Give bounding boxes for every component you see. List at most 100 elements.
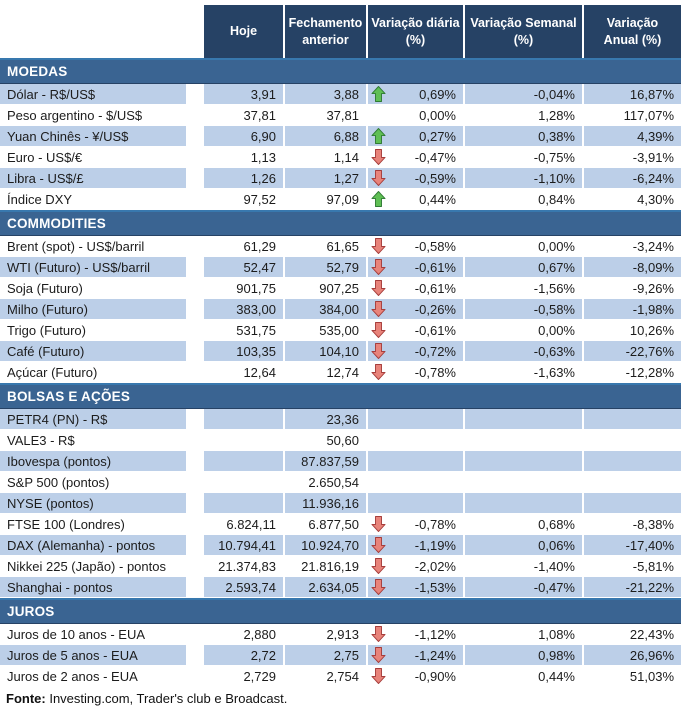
table-row-vale3-r: VALE3 - R$ 50,60 xyxy=(0,430,681,451)
cell-variacao-anual xyxy=(582,409,681,429)
row-label: Trigo (Futuro) xyxy=(0,320,186,340)
cell-fechamento-anterior: 2.634,05 xyxy=(283,577,366,597)
cell-hoje: 383,00 xyxy=(202,299,283,319)
table-row-wti-futuro-us-barril: WTI (Futuro) - US$/barril 52,47 52,79 -0,61… xyxy=(0,257,681,278)
cell-variacao-anual: -8,38% xyxy=(582,514,681,534)
down-arrow-icon xyxy=(371,557,386,576)
cell-variacao-anual: -3,24% xyxy=(582,236,681,256)
cell-variacao-diaria: 0,27% xyxy=(366,126,463,146)
row-gap-spacer xyxy=(186,278,202,298)
variacao-diaria-value: -2,02% xyxy=(414,558,456,574)
cell-variacao-semanal: -0,75% xyxy=(463,147,582,167)
cell-hoje xyxy=(202,451,283,471)
cell-variacao-anual: -22,76% xyxy=(582,341,681,361)
cell-variacao-anual: -6,24% xyxy=(582,168,681,188)
variacao-diaria-value: -0,59% xyxy=(414,170,456,186)
cell-variacao-anual: -1,98% xyxy=(582,299,681,319)
cell-variacao-semanal: 0,67% xyxy=(463,257,582,277)
row-label: S&P 500 (pontos) xyxy=(0,472,186,492)
row-gap-spacer xyxy=(186,514,202,534)
cell-variacao-diaria xyxy=(366,430,463,450)
cell-variacao-semanal: -0,63% xyxy=(463,341,582,361)
table-row-s-p-500-pontos: S&P 500 (pontos) 2.650,54 xyxy=(0,472,681,493)
cell-hoje: 2,880 xyxy=(202,624,283,644)
cell-fechamento-anterior: 87.837,59 xyxy=(283,451,366,471)
variacao-diaria-value: -0,61% xyxy=(414,259,456,275)
down-arrow-icon xyxy=(371,258,386,277)
cell-fechamento-anterior: 1,14 xyxy=(283,147,366,167)
cell-variacao-semanal: 0,38% xyxy=(463,126,582,146)
cell-variacao-semanal: -0,47% xyxy=(463,577,582,597)
down-arrow-icon xyxy=(371,646,386,665)
table-row-ibovespa-pontos: Ibovespa (pontos) 87.837,59 xyxy=(0,451,681,472)
table-row-trigo-futuro: Trigo (Futuro) 531,75 535,00 -0,61% 0,00% 10,… xyxy=(0,320,681,341)
cell-hoje: 103,35 xyxy=(202,341,283,361)
down-arrow-icon xyxy=(371,578,386,597)
row-label: Yuan Chinês - ¥/US$ xyxy=(0,126,186,146)
row-label: PETR4 (PN) - R$ xyxy=(0,409,186,429)
row-label: WTI (Futuro) - US$/barril xyxy=(0,257,186,277)
cell-variacao-semanal: 0,00% xyxy=(463,320,582,340)
cell-variacao-anual: -3,91% xyxy=(582,147,681,167)
row-label: Índice DXY xyxy=(0,189,186,209)
cell-variacao-anual xyxy=(582,472,681,492)
variacao-diaria-value: -1,24% xyxy=(414,647,456,663)
cell-variacao-semanal: 0,44% xyxy=(463,666,582,686)
cell-variacao-anual: -17,40% xyxy=(582,535,681,555)
down-arrow-icon xyxy=(371,169,386,188)
cell-variacao-semanal: 0,00% xyxy=(463,236,582,256)
cell-hoje: 2,729 xyxy=(202,666,283,686)
row-label: Milho (Futuro) xyxy=(0,299,186,319)
cell-hoje: 2.593,74 xyxy=(202,577,283,597)
row-label: NYSE (pontos) xyxy=(0,493,186,513)
table-row-juros-de-5-anos-eua: Juros de 5 anos - EUA 2,72 2,75 -1,24% 0,98%… xyxy=(0,645,681,666)
down-arrow-icon xyxy=(371,279,386,298)
cell-variacao-diaria: -1,19% xyxy=(366,535,463,555)
cell-fechamento-anterior: 3,88 xyxy=(283,84,366,104)
down-arrow-icon xyxy=(371,363,386,382)
row-gap-spacer xyxy=(186,577,202,597)
row-gap-spacer xyxy=(186,236,202,256)
table-row-shanghai-pontos: Shanghai - pontos 2.593,74 2.634,05 -1,53% -… xyxy=(0,577,681,598)
cell-hoje xyxy=(202,430,283,450)
variacao-diaria-value: -0,90% xyxy=(414,668,456,684)
cell-variacao-semanal: -1,10% xyxy=(463,168,582,188)
cell-variacao-anual: -5,81% xyxy=(582,556,681,576)
row-gap-spacer xyxy=(186,168,202,188)
cell-variacao-semanal: 0,06% xyxy=(463,535,582,555)
down-arrow-icon xyxy=(371,667,386,686)
variacao-diaria-value: -0,78% xyxy=(414,364,456,380)
row-gap-spacer xyxy=(186,409,202,429)
row-gap-spacer xyxy=(186,189,202,209)
cell-variacao-anual: 51,03% xyxy=(582,666,681,686)
cell-fechamento-anterior: 10.924,70 xyxy=(283,535,366,555)
cell-hoje: 61,29 xyxy=(202,236,283,256)
cell-hoje: 6.824,11 xyxy=(202,514,283,534)
cell-variacao-diaria: -0,26% xyxy=(366,299,463,319)
column-header-hoje: Hoje xyxy=(202,5,283,58)
up-arrow-icon xyxy=(371,127,386,146)
variacao-diaria-value: -1,19% xyxy=(414,537,456,553)
cell-variacao-diaria: 0,44% xyxy=(366,189,463,209)
row-label: FTSE 100 (Londres) xyxy=(0,514,186,534)
section-title: BOLSAS E AÇÕES xyxy=(7,389,131,404)
cell-fechamento-anterior: 535,00 xyxy=(283,320,366,340)
cell-fechamento-anterior: 104,10 xyxy=(283,341,366,361)
row-gap-spacer xyxy=(186,105,202,125)
row-label: Brent (spot) - US$/barril xyxy=(0,236,186,256)
cell-variacao-anual: 117,07% xyxy=(582,105,681,125)
cell-variacao-anual: 16,87% xyxy=(582,84,681,104)
cell-variacao-diaria: -0,58% xyxy=(366,236,463,256)
column-header-variacao-anual: Variação Anual (%) xyxy=(582,5,681,58)
cell-variacao-semanal xyxy=(463,472,582,492)
section-title: COMMODITIES xyxy=(7,216,106,231)
row-gap-spacer xyxy=(186,257,202,277)
header-label-spacer xyxy=(0,5,186,58)
table-row-indice-dxy: Índice DXY 97,52 97,09 0,44% 0,84% 4,30% xyxy=(0,189,681,210)
table-row-euro-us: Euro - US$/€ 1,13 1,14 -0,47% -0,75% -3,91% xyxy=(0,147,681,168)
variacao-diaria-value: -0,47% xyxy=(414,149,456,165)
cell-variacao-diaria: -0,78% xyxy=(366,362,463,382)
cell-variacao-anual xyxy=(582,451,681,471)
table-row-cafe-futuro: Café (Futuro) 103,35 104,10 -0,72% -0,63% -22… xyxy=(0,341,681,362)
table-row-petr4-pn-r: PETR4 (PN) - R$ 23,36 xyxy=(0,409,681,430)
